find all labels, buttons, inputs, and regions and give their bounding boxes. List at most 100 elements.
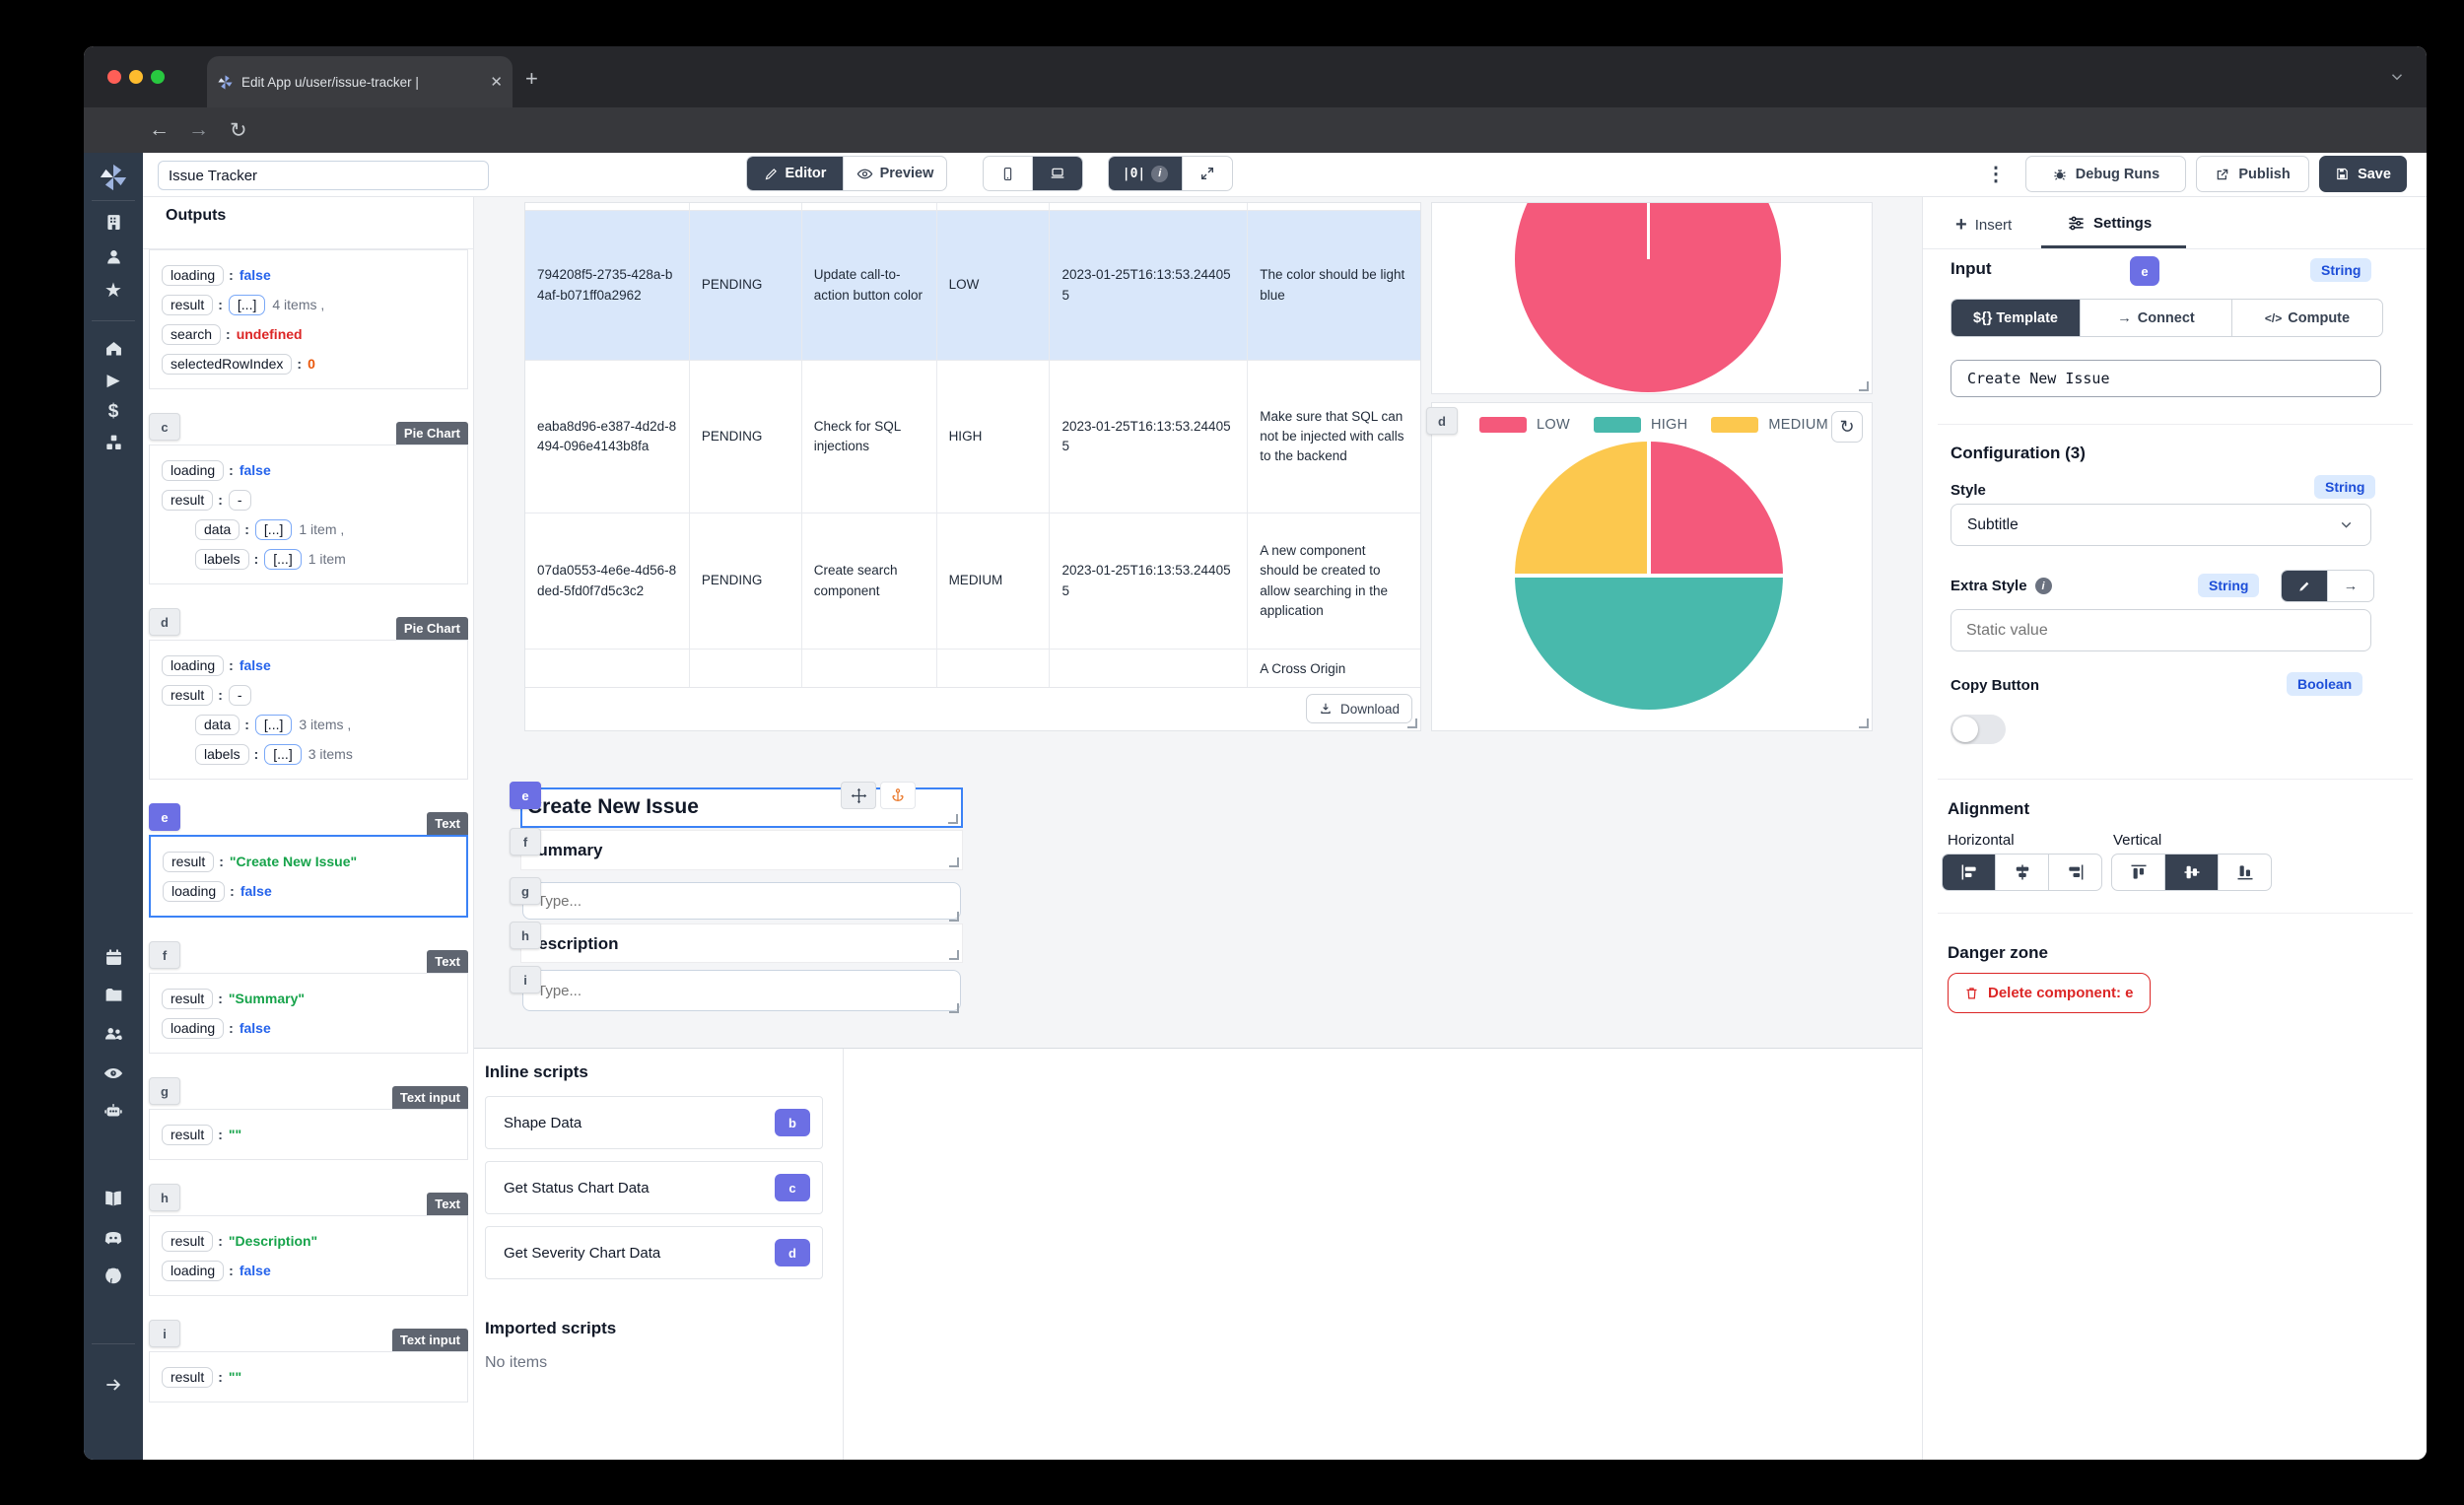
component-id-badge[interactable]: g — [149, 1077, 180, 1105]
discord-icon[interactable] — [84, 1227, 143, 1249]
schedules-calendar-icon[interactable] — [84, 947, 143, 968]
tab-close-icon[interactable]: ✕ — [490, 74, 503, 91]
component-id-badge[interactable]: e — [149, 803, 180, 831]
audit-eye-icon[interactable] — [84, 1062, 143, 1084]
template-value-input[interactable] — [1951, 360, 2381, 397]
groups-icon[interactable] — [84, 1023, 143, 1045]
favorites-star-icon[interactable]: ★ — [104, 280, 122, 302]
output-key-pill[interactable]: result — [162, 1230, 214, 1252]
forward-icon[interactable]: → — [188, 118, 209, 141]
output-key-pill[interactable]: labels — [195, 548, 249, 570]
resize-handle[interactable] — [949, 912, 959, 922]
insert-tab[interactable]: + Insert — [1955, 214, 2013, 236]
more-options-icon[interactable]: ⋮ — [1986, 164, 2006, 185]
resources-blocks-icon[interactable] — [84, 433, 143, 453]
resize-handle[interactable] — [949, 1003, 959, 1013]
refresh-icon[interactable]: ↻ — [230, 119, 247, 142]
compute-mode-tab[interactable]: </> Compute — [2231, 300, 2382, 336]
text-component-description[interactable]: Description — [520, 924, 963, 963]
app-name-input[interactable] — [158, 161, 489, 190]
output-key-pill[interactable]: data — [195, 714, 240, 735]
table-row[interactable]: 07da0553-4e6e-4d56-8ded-5fd0f7d5c3c2 PEND… — [525, 513, 1420, 650]
tab-search-chevron-icon[interactable] — [2388, 68, 2406, 86]
output-key-pill[interactable]: data — [195, 518, 240, 540]
connect-arrow-button[interactable]: → — [2327, 571, 2373, 601]
back-icon[interactable]: ← — [149, 118, 170, 141]
component-id-badge[interactable]: i — [510, 966, 541, 993]
align-middle-button[interactable] — [2164, 855, 2218, 890]
legend-item[interactable]: HIGH — [1593, 417, 1699, 433]
component-id-badge[interactable]: f — [149, 941, 180, 969]
publish-button[interactable]: Publish — [2196, 156, 2309, 192]
legend-item[interactable]: LOW — [1479, 417, 1582, 433]
align-left-button[interactable] — [1943, 855, 1995, 890]
windmill-logo-icon[interactable] — [84, 163, 143, 192]
component-id-badge[interactable]: d — [1426, 407, 1458, 435]
copy-button-toggle[interactable] — [1951, 715, 2006, 744]
collapse-sidebar-arrow-icon[interactable] — [84, 1375, 143, 1395]
fullscreen-button[interactable] — [1182, 157, 1232, 190]
output-key-pill[interactable]: result — [162, 294, 214, 315]
resize-handle[interactable] — [1859, 381, 1869, 391]
docs-book-icon[interactable] — [84, 1188, 143, 1209]
output-key-pill[interactable]: loading — [162, 1017, 225, 1039]
output-key-pill[interactable]: result — [162, 988, 214, 1009]
resize-handle[interactable] — [949, 857, 959, 867]
style-select[interactable]: Subtitle — [1951, 504, 2371, 546]
output-key-pill[interactable]: labels — [195, 743, 249, 765]
output-key-pill[interactable]: loading — [162, 654, 225, 676]
output-key-pill[interactable]: search — [162, 323, 222, 345]
extra-style-input[interactable] — [1951, 609, 2371, 651]
inline-script-item[interactable]: Get Severity Chart Data d — [485, 1226, 823, 1279]
static-edit-button[interactable] — [2282, 571, 2327, 601]
outputs-badge-button[interactable]: |0| i — [1109, 157, 1182, 190]
component-id-badge[interactable]: d — [149, 608, 180, 636]
legend-item[interactable]: MEDIUM — [1711, 417, 1840, 433]
component-id-badge[interactable]: f — [510, 828, 541, 855]
download-button[interactable]: Download — [1305, 694, 1412, 723]
user-icon[interactable] — [84, 246, 143, 267]
debug-runs-button[interactable]: Debug Runs — [2025, 156, 2186, 192]
output-key-pill[interactable]: loading — [163, 880, 226, 902]
component-id-badge[interactable]: i — [149, 1320, 180, 1347]
align-top-button[interactable] — [2112, 855, 2164, 890]
inline-script-item[interactable]: Get Status Chart Data c — [485, 1161, 823, 1214]
preview-tab[interactable]: Preview — [843, 157, 946, 190]
close-window-button[interactable] — [107, 70, 121, 84]
align-right-button[interactable] — [2048, 855, 2101, 890]
browser-tab[interactable]: Edit App u/user/issue-tracker | ✕ — [207, 56, 513, 107]
minimize-window-button[interactable] — [129, 70, 143, 84]
variables-dollar-icon[interactable]: $ — [107, 401, 119, 422]
resize-handle[interactable] — [949, 950, 959, 960]
refresh-chart-button[interactable]: ↻ — [1831, 411, 1863, 443]
output-key-pill[interactable]: loading — [162, 264, 225, 286]
component-id-badge[interactable]: g — [510, 877, 541, 905]
ai-robot-icon[interactable] — [84, 1100, 143, 1122]
inline-script-item[interactable]: Shape Data b — [485, 1096, 823, 1149]
resize-handle[interactable] — [948, 814, 958, 824]
desktop-view-button[interactable] — [1032, 157, 1082, 190]
folders-icon[interactable] — [84, 985, 143, 1005]
align-bottom-button[interactable] — [2218, 855, 2271, 890]
anchor-component-button[interactable] — [880, 782, 916, 809]
component-id-badge[interactable]: h — [149, 1184, 180, 1211]
table-row[interactable]: eaba8d96-e387-4d2d-8494-096e4143b8fa PEND… — [525, 361, 1420, 513]
output-key-pill[interactable]: result — [162, 684, 214, 706]
runs-play-icon[interactable]: ▶ — [106, 371, 120, 389]
save-button[interactable]: Save — [2319, 156, 2407, 192]
settings-tab[interactable]: Settings — [2067, 214, 2152, 233]
align-center-h-button[interactable] — [1995, 855, 2048, 890]
text-component-summary[interactable]: Summary — [520, 830, 963, 870]
delete-component-button[interactable]: Delete component: e — [1948, 973, 2151, 1013]
output-key-pill[interactable]: result — [162, 1124, 214, 1145]
output-key-pill[interactable]: selectedRowIndex — [162, 353, 293, 375]
workspace-icon[interactable] — [84, 212, 143, 233]
resize-handle[interactable] — [1407, 718, 1417, 728]
component-id-badge[interactable]: c — [149, 413, 180, 441]
output-key-pill[interactable]: result — [163, 851, 215, 872]
connect-mode-tab[interactable]: → Connect — [2080, 300, 2231, 336]
output-key-pill[interactable]: result — [162, 489, 214, 511]
move-component-button[interactable] — [841, 782, 876, 809]
mobile-view-button[interactable] — [984, 157, 1032, 190]
zoom-window-button[interactable] — [151, 70, 165, 84]
